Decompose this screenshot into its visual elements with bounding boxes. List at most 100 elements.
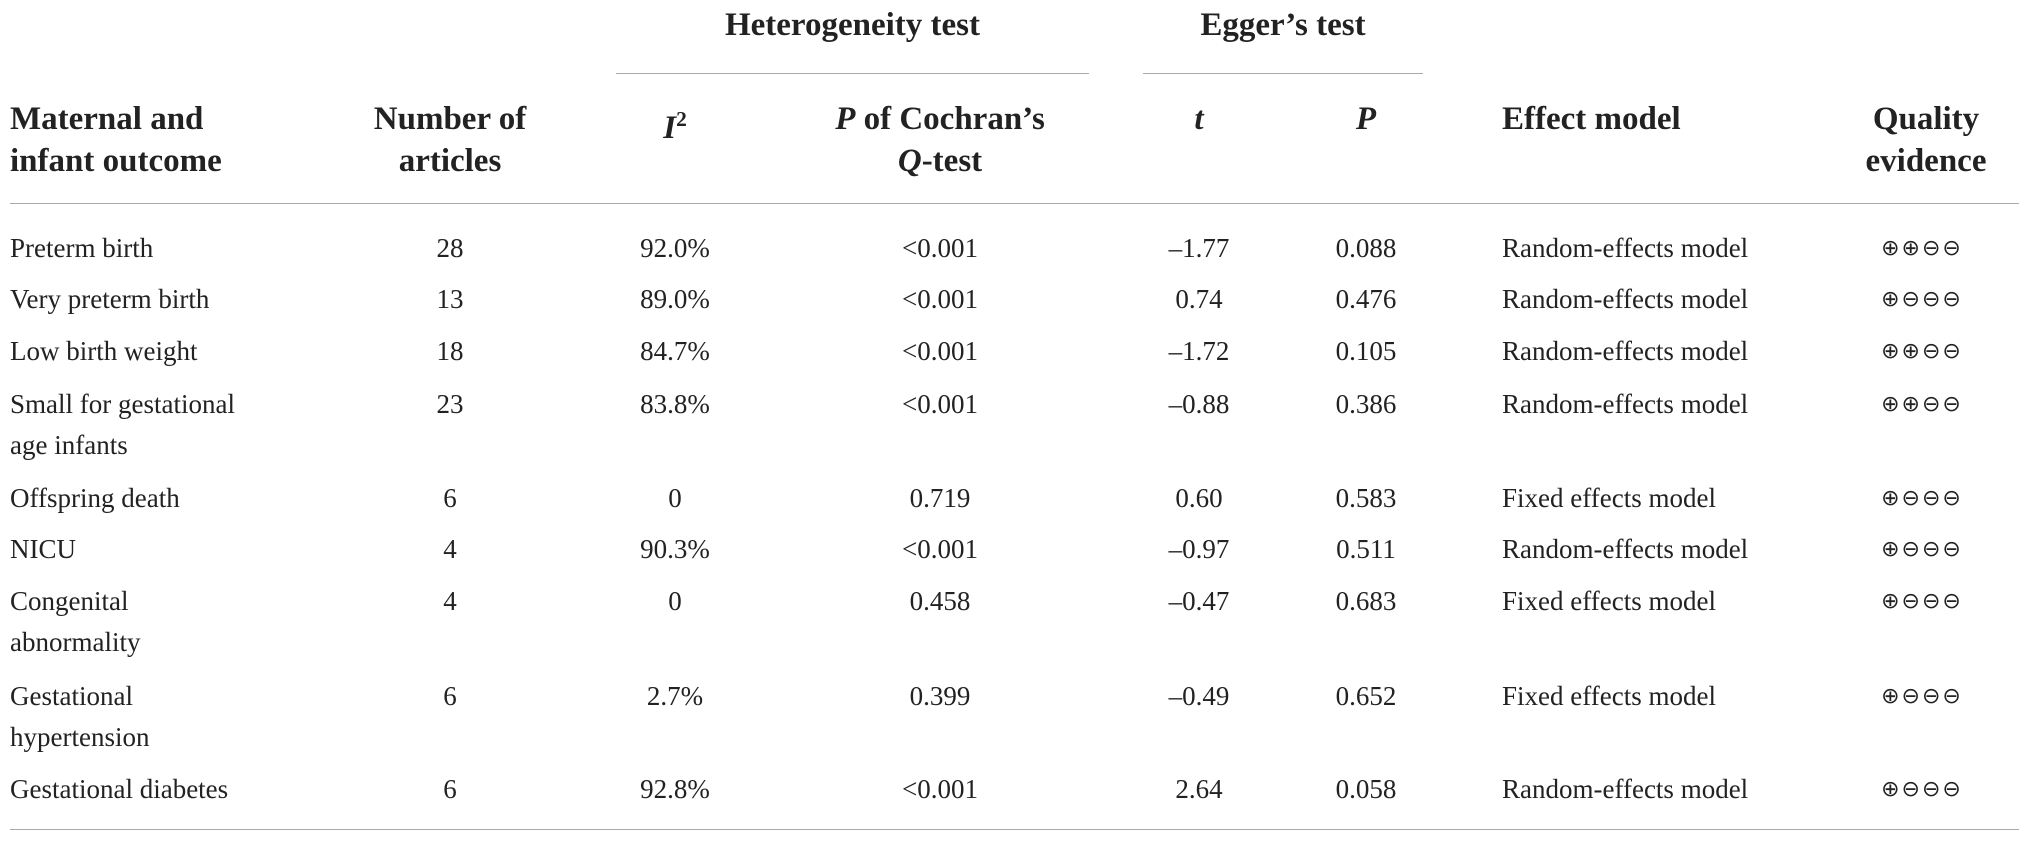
cell: 28 (436, 233, 464, 263)
column-header: t (1119, 98, 1279, 140)
cell: Random-effects model (1502, 389, 1749, 419)
quality-rating: ⊕⊖⊖⊖ (1881, 684, 1963, 709)
quality-rating: ⊕⊖⊖⊖ (1881, 537, 1963, 562)
header-part: P (835, 101, 856, 137)
cell: 0.652 (1335, 681, 1397, 711)
cell: 0.60 (1175, 483, 1223, 513)
column-header: Effect model (1502, 101, 1681, 137)
cell: 0.105 (1335, 336, 1397, 366)
header-line: evidence (1865, 143, 1987, 179)
quality-rating: ⊕⊖⊖⊖ (1881, 287, 1963, 312)
cell: 89.0% (640, 284, 710, 314)
cell: <0.001 (902, 284, 978, 314)
group-header: Heterogeneity test (724, 7, 981, 43)
quality-rating: ⊕⊖⊖⊖ (1881, 589, 1963, 614)
quality-rating: ⊕⊕⊖⊖ (1881, 236, 1963, 261)
column-header: Number of articles (330, 98, 570, 182)
cell: 13 (436, 284, 464, 314)
header-line: Number of (373, 101, 527, 137)
cell: 83.8% (640, 389, 710, 419)
cell: 92.0% (640, 233, 710, 263)
cell: Low birth weight (10, 336, 198, 366)
cell: 0.476 (1335, 284, 1397, 314)
cell: Random-effects model (1502, 774, 1749, 804)
cell: Fixed effects model (1502, 681, 1716, 711)
rule (10, 829, 2019, 830)
header-part: Q (897, 143, 922, 179)
cell: <0.001 (902, 774, 978, 804)
cell: 0.458 (909, 586, 971, 616)
cell: NICU (10, 534, 76, 564)
cell: Fixed effects model (1502, 483, 1716, 513)
header-part: P (1355, 101, 1377, 137)
cell: 0.386 (1335, 389, 1397, 419)
quality-rating: ⊕⊕⊖⊖ (1881, 339, 1963, 364)
cell: Gestational hypertension (10, 681, 150, 752)
cell: 0.583 (1335, 483, 1397, 513)
cell: <0.001 (902, 389, 978, 419)
cell: –0.88 (1168, 389, 1230, 419)
quality-rating: ⊕⊕⊖⊖ (1881, 392, 1963, 417)
cell: 0.399 (909, 681, 971, 711)
cell: 0.74 (1175, 284, 1223, 314)
group-header: Egger’s test (1200, 7, 1366, 43)
quality-rating: ⊕⊖⊖⊖ (1881, 486, 1963, 511)
rule (616, 73, 1089, 74)
cell: Preterm birth (10, 233, 154, 263)
cell: 0.088 (1335, 233, 1397, 263)
cell: –0.97 (1168, 534, 1230, 564)
header-line: Quality (1872, 101, 1980, 137)
cell: 84.7% (640, 336, 710, 366)
cell: 92.8% (640, 774, 710, 804)
cell: –1.72 (1168, 336, 1230, 366)
cell: 0 (668, 586, 682, 616)
cell: 0.719 (909, 483, 971, 513)
header-part: I (663, 110, 677, 146)
cell: Small for gestational age infants (10, 389, 235, 460)
cell: Fixed effects model (1502, 586, 1716, 616)
header-part: t (1194, 101, 1204, 137)
cell: Very preterm birth (10, 284, 210, 314)
cell: 0 (668, 483, 682, 513)
cell: Random-effects model (1502, 284, 1749, 314)
rule (10, 203, 2019, 204)
column-header: Quality evidence (1826, 98, 2029, 182)
cell: 23 (436, 389, 464, 419)
cell: 90.3% (640, 534, 710, 564)
column-header: Maternal and infant outcome (10, 98, 222, 182)
header-part: -test (921, 143, 983, 179)
cell: 6 (443, 774, 457, 804)
cell: Offspring death (10, 483, 180, 513)
cell: 0.511 (1336, 534, 1396, 564)
cell: 6 (443, 483, 457, 513)
cell: Random-effects model (1502, 336, 1749, 366)
cell: 4 (443, 534, 457, 564)
header-line: infant outcome (10, 143, 222, 179)
cell: –0.47 (1168, 586, 1230, 616)
cell: Random-effects model (1502, 233, 1749, 263)
cell: 18 (436, 336, 464, 366)
column-header: P (1286, 98, 1446, 140)
column-header: I2 (575, 98, 775, 149)
cell: 2.7% (646, 681, 704, 711)
header-part: 2 (676, 107, 687, 131)
cell: Gestational diabetes (10, 774, 229, 804)
quality-rating: ⊕⊖⊖⊖ (1881, 777, 1963, 802)
cell: 6 (443, 681, 457, 711)
cell: <0.001 (902, 233, 978, 263)
cell: Random-effects model (1502, 534, 1749, 564)
cell: <0.001 (902, 534, 978, 564)
cell: 0.058 (1335, 774, 1397, 804)
header-line: articles (398, 143, 502, 179)
column-header: P of Cochran’s Q-test (790, 98, 1090, 182)
cell: Congenital abnormality (10, 586, 141, 657)
cell: 0.683 (1335, 586, 1397, 616)
cell: –1.77 (1168, 233, 1230, 263)
cell: 4 (443, 586, 457, 616)
cell: 2.64 (1175, 774, 1223, 804)
rule (1143, 73, 1423, 74)
cell: <0.001 (902, 336, 978, 366)
cell: –0.49 (1168, 681, 1230, 711)
header-line: Maternal and (10, 101, 204, 137)
